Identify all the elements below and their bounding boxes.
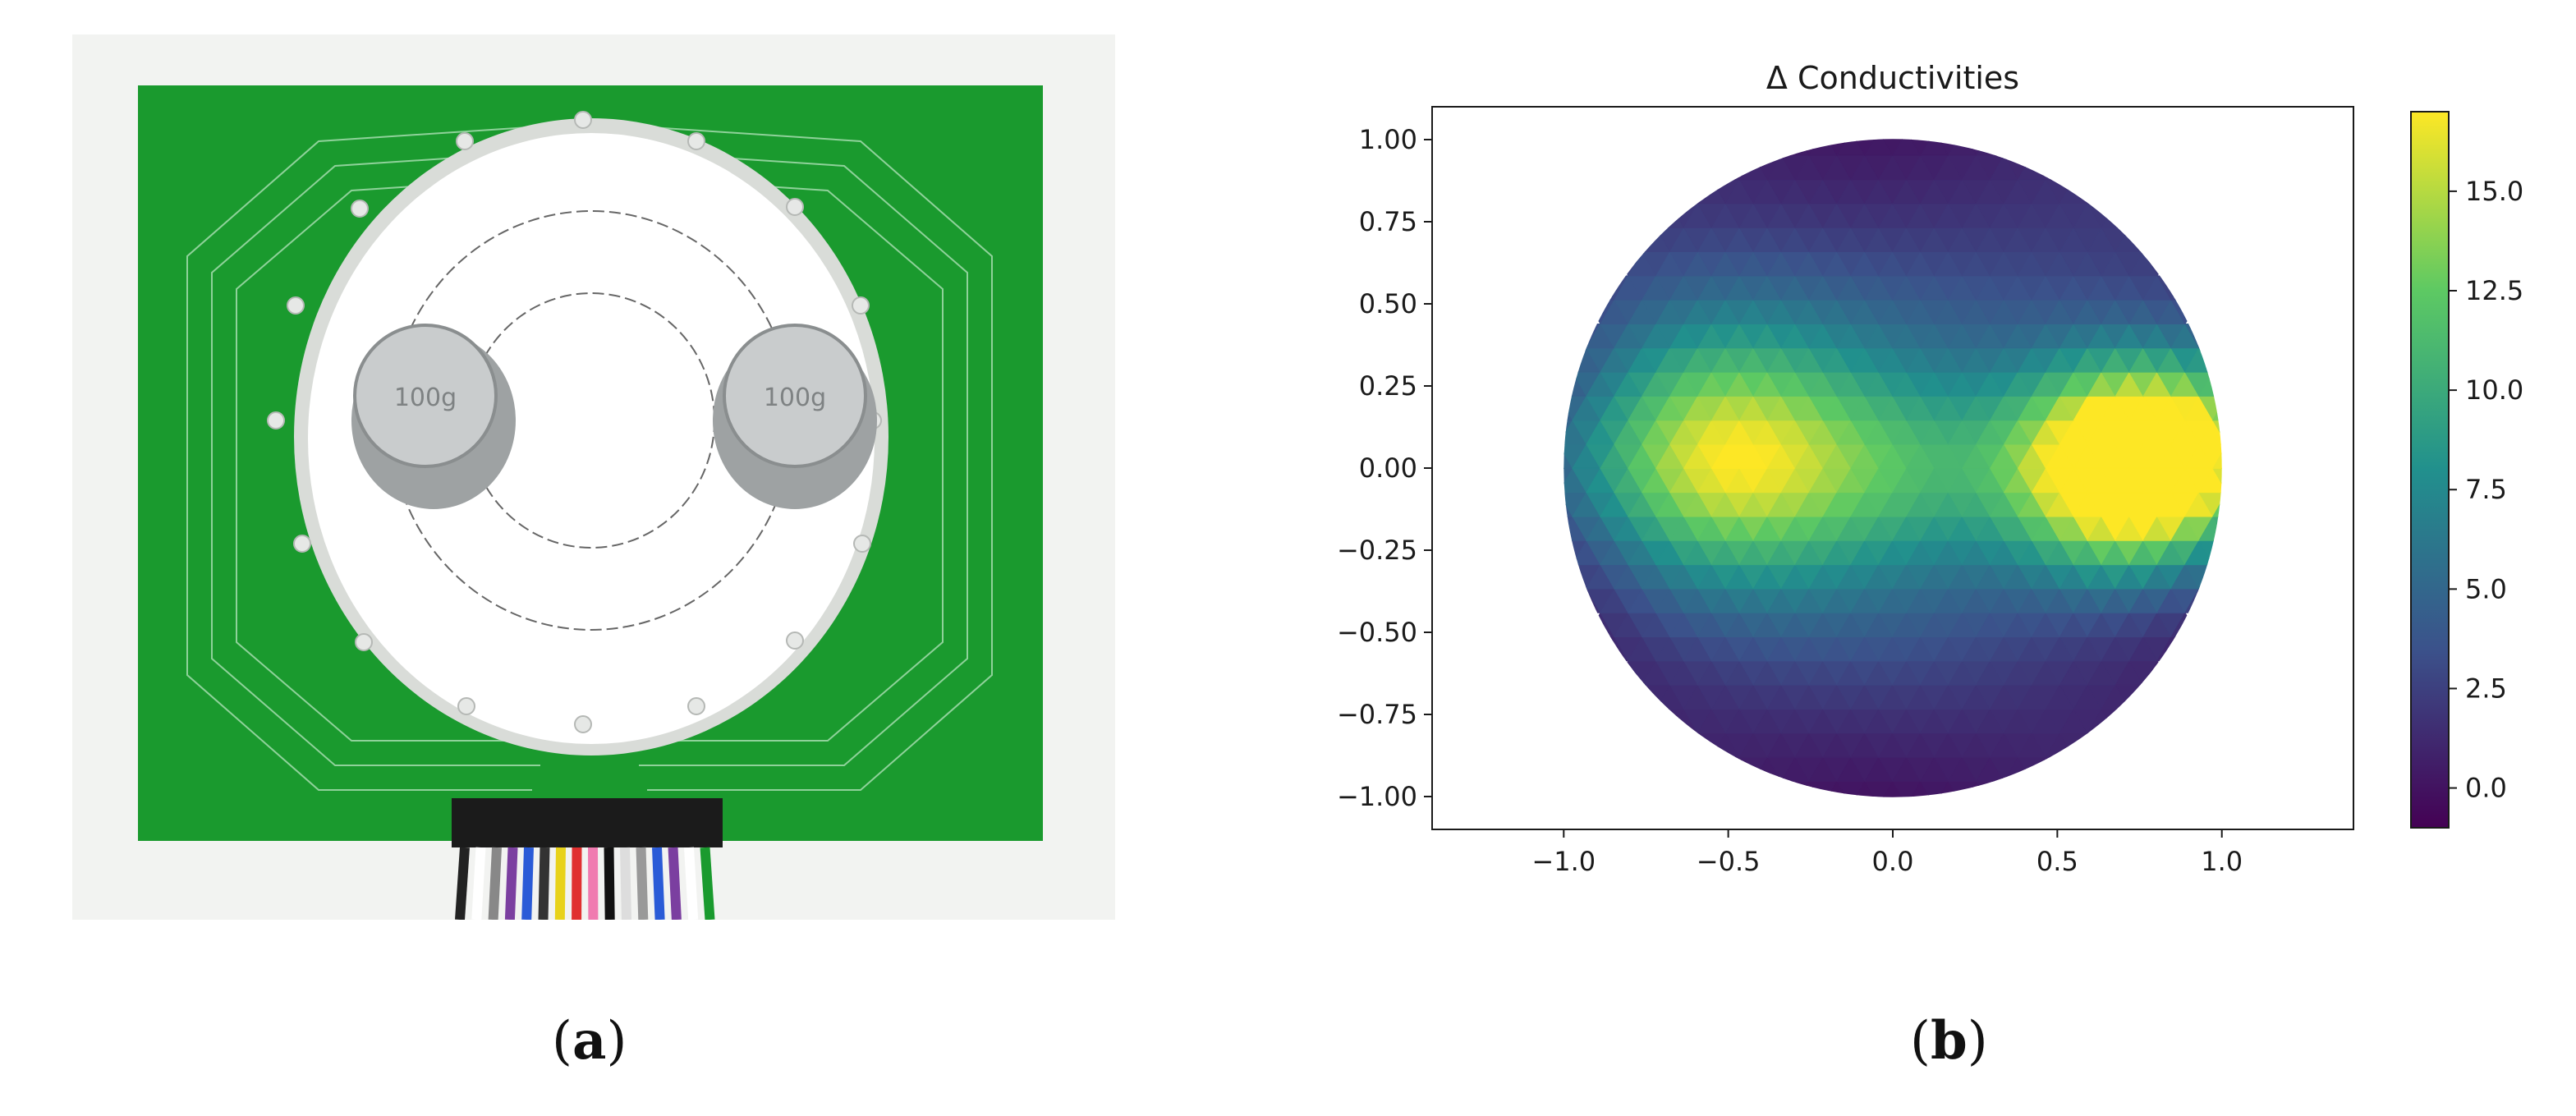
mesh-triangle xyxy=(2212,443,2222,469)
pcb-traces xyxy=(186,124,993,791)
wire xyxy=(554,847,566,920)
caption-b-letter: b xyxy=(1930,1010,1968,1072)
y-tick-label: −0.25 xyxy=(1337,535,1417,566)
y-tick-label: 1.00 xyxy=(1359,124,1417,155)
y-tick-label: 0.75 xyxy=(1359,206,1417,237)
wire xyxy=(620,847,631,920)
y-tick-label: −0.50 xyxy=(1337,617,1417,648)
x-tick-label: −1.0 xyxy=(1531,846,1596,877)
electrode-wires xyxy=(455,847,715,920)
weight-left-label: 100g xyxy=(394,383,457,412)
y-axis: 1.00 0.75 0.50 0.25 0.00 −0.25 −0.50 −0.75 −1.00 xyxy=(1337,124,1432,812)
y-tick-label: 0.50 xyxy=(1359,288,1417,319)
caption-b: (b) xyxy=(1910,1010,1988,1072)
colorbar-tick-label: 7.5 xyxy=(2465,474,2507,505)
colorbar-axis: 0.0 2.5 5.0 7.5 10.0 12.5 15.0 xyxy=(2449,176,2523,804)
caption-b-open: ( xyxy=(1910,1011,1931,1072)
caption-a-open: ( xyxy=(552,1011,572,1072)
wire xyxy=(504,847,518,920)
colorbar-tick-label: 15.0 xyxy=(2465,176,2523,207)
experiment-photo: 100g 100g xyxy=(72,34,1115,920)
wire xyxy=(604,847,615,920)
wire xyxy=(521,847,534,920)
y-tick-label: −1.00 xyxy=(1337,781,1417,812)
x-tick-label: 0.5 xyxy=(2036,846,2078,877)
weight-right: 100g xyxy=(713,324,877,509)
wire xyxy=(636,847,649,920)
x-tick-label: 1.0 xyxy=(2201,846,2243,877)
weight-left: 100g xyxy=(351,324,516,509)
mesh-triangle xyxy=(2212,467,2222,494)
colorbar-tick-label: 0.0 xyxy=(2465,773,2507,804)
wire xyxy=(652,847,665,920)
colorbar-tick-label: 10.0 xyxy=(2465,374,2523,406)
wire xyxy=(668,847,682,920)
y-tick-label: 0.25 xyxy=(1359,370,1417,402)
colorbar xyxy=(2410,111,2450,829)
caption-a-close: ) xyxy=(606,1011,627,1072)
connector-header xyxy=(452,798,723,847)
plot-title: Δ Conductivities xyxy=(1766,60,2019,96)
conductivity-mesh xyxy=(1564,139,2222,797)
caption-a: (a) xyxy=(552,1010,627,1072)
y-tick-label: 0.00 xyxy=(1359,452,1417,484)
x-axis: −1.0 −0.5 0.0 0.5 1.0 xyxy=(1531,829,2243,877)
plot-panel-b: Δ Conductivities −1.0 −0.5 0.0 0.5 1.0 1.00 0… xyxy=(1265,33,2576,903)
wire xyxy=(684,847,699,920)
wire xyxy=(700,847,715,920)
wire xyxy=(455,847,470,920)
photo-panel-a: 100g 100g xyxy=(72,34,1115,920)
weight-right-label: 100g xyxy=(764,383,826,412)
caption-b-close: ) xyxy=(1967,1011,1988,1072)
colorbar-tick-label: 2.5 xyxy=(2465,673,2507,704)
x-tick-label: −0.5 xyxy=(1697,846,1761,877)
tank-paper xyxy=(308,133,875,744)
wire xyxy=(471,847,486,920)
colorbar-tick-label: 12.5 xyxy=(2465,275,2523,306)
wire xyxy=(488,847,502,920)
y-tick-label: −0.75 xyxy=(1337,699,1417,730)
conductivity-plot: Δ Conductivities −1.0 −0.5 0.0 0.5 1.0 1.00 0… xyxy=(1337,60,2523,877)
caption-a-letter: a xyxy=(572,1010,607,1072)
colorbar-tick-label: 5.0 xyxy=(2465,573,2507,604)
x-tick-label: 0.0 xyxy=(1872,846,1914,877)
wire xyxy=(538,847,550,920)
